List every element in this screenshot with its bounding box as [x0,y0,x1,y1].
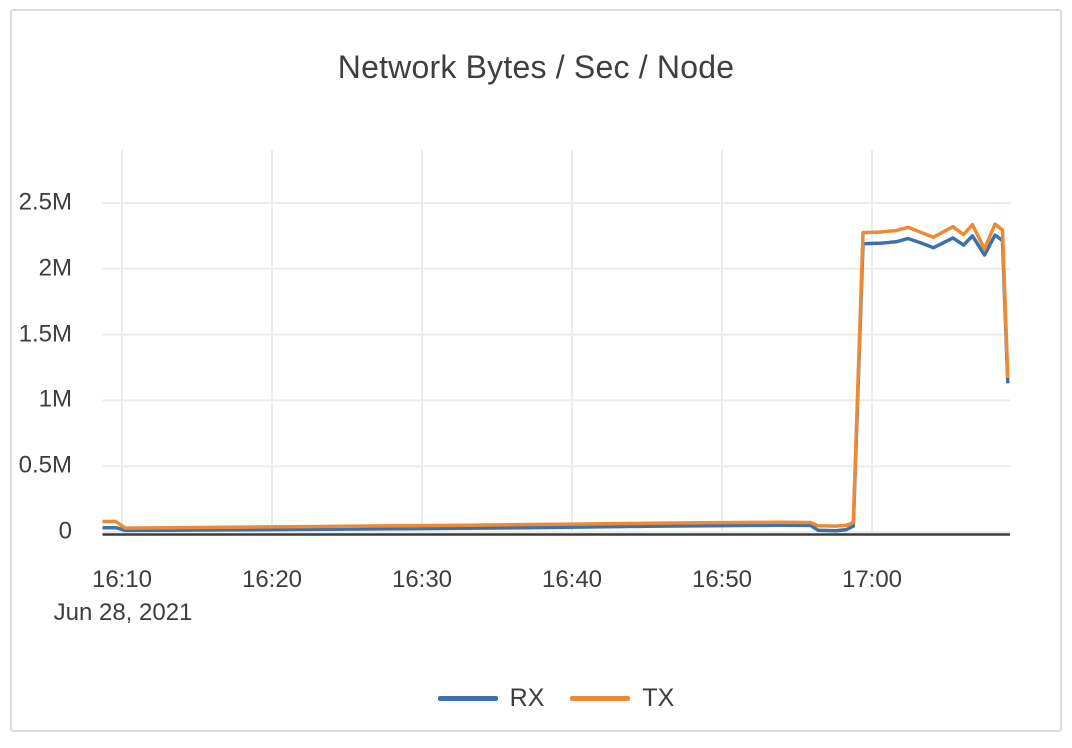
y-axis-tick-label: 1M [38,385,72,413]
rx-series-line [102,233,1010,533]
tx-series-line-swatch-icon [570,696,631,701]
y-axis-tick-label: 2.5M [18,188,72,216]
x-axis-tick-label: 16:50 [691,566,753,593]
x-axis-tick-label: 16:10 [91,566,153,593]
legend-item-rx[interactable]: RX [437,684,545,713]
y-axis-tick-label: 0.5M [18,451,72,479]
rx-series-line-swatch-icon [437,696,498,701]
legend-item-tx[interactable]: TX [570,684,674,713]
x-axis-tick-label: 16:40 [541,566,603,593]
x-axis-tick-label: 16:30 [391,566,453,593]
y-axis-tick-label: 2M [38,254,72,282]
legend: RX TX [102,684,1010,713]
x-axis-tick-label: 17:00 [841,566,903,593]
chart-title: Network Bytes / Sec / Node [337,49,735,85]
legend-label-tx: TX [642,684,675,712]
x-axis-date-label: Jun 28, 2021 [53,599,193,626]
chart-widget [10,9,1062,732]
tx-series-line [102,222,1010,530]
x-axis-tick-label: 16:20 [241,566,303,593]
legend-label-rx: RX [509,684,545,712]
y-axis-tick-label: 0 [58,517,72,545]
y-axis-tick-label: 1.5M [18,320,72,348]
